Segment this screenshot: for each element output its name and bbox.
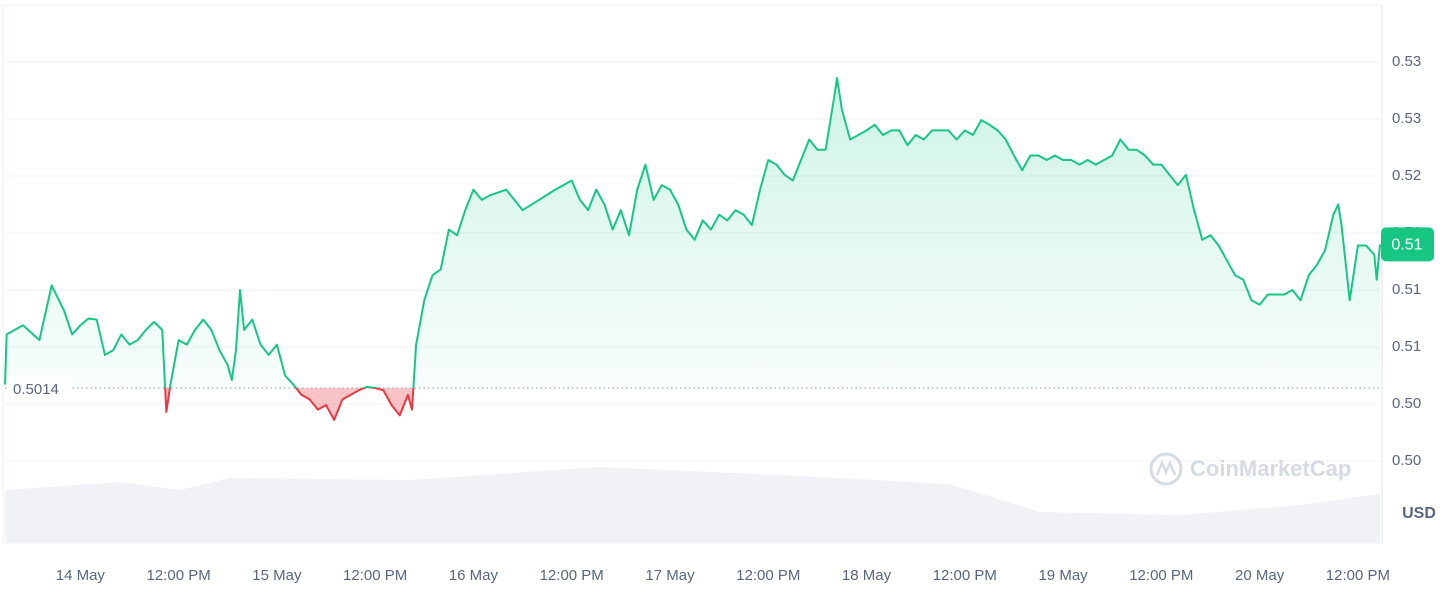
price-area [5, 77, 1380, 420]
baseline-label: 0.5014 [13, 381, 59, 398]
x-tick-label: 16 May [449, 567, 499, 584]
watermark-logo-mark [1155, 459, 1177, 476]
x-tick-label: 14 May [56, 567, 106, 584]
x-tick-label: 12:00 PM [1326, 567, 1390, 584]
current-price-badge [1381, 227, 1434, 262]
volume-area [5, 467, 1380, 543]
current-price-label: 0.51 [1391, 237, 1422, 254]
y-tick-label: 0.50 [1392, 395, 1421, 412]
x-tick-label: 12:00 PM [343, 567, 407, 584]
x-tick-label: 17 May [645, 567, 695, 584]
price-line [4, 76, 1381, 421]
y-tick-label: 0.52 [1392, 167, 1421, 184]
x-tick-label: 12:00 PM [933, 567, 997, 584]
y-tick-label: 0.53 [1392, 53, 1421, 70]
watermark-text: CoinMarketCap [1190, 456, 1351, 481]
y-tick-label: 0.51 [1392, 338, 1421, 355]
x-tick-label: 15 May [252, 567, 302, 584]
y-tick-label: 0.53 [1392, 110, 1421, 127]
x-tick-label: 18 May [842, 567, 892, 584]
y-tick-label: 0.51 [1392, 281, 1421, 298]
x-tick-label: 12:00 PM [540, 567, 604, 584]
x-tick-label: 12:00 PM [1129, 567, 1193, 584]
x-tick-label: 19 May [1038, 567, 1088, 584]
y-tick-label: 0.50 [1392, 452, 1421, 469]
plot: 0.5014 [4, 76, 1381, 421]
x-tick-label: 12:00 PM [147, 567, 211, 584]
baseline-label-bg [7, 376, 71, 399]
x-tick-label: 20 May [1235, 567, 1285, 584]
x-tick-label: 12:00 PM [736, 567, 800, 584]
y-axis-unit: USD [1402, 505, 1436, 522]
watermark-logo [1149, 452, 1183, 486]
watermark: CoinMarketCap [1149, 452, 1351, 486]
